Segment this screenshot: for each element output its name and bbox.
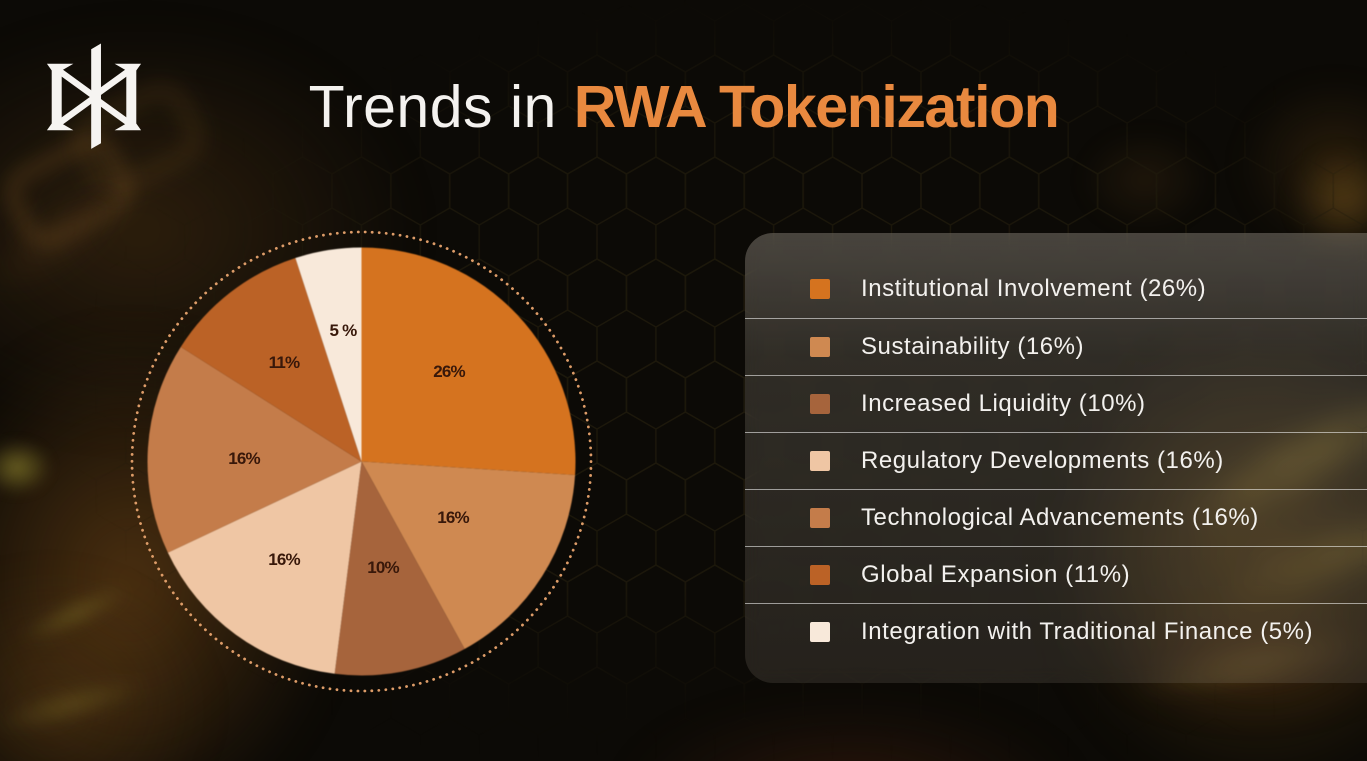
svg-text:26%: 26%: [433, 362, 465, 381]
svg-text:5 %: 5 %: [330, 321, 358, 340]
svg-text:16%: 16%: [268, 550, 300, 569]
svg-text:16%: 16%: [228, 449, 260, 468]
svg-text:11%: 11%: [269, 353, 300, 372]
svg-text:16%: 16%: [437, 508, 469, 527]
svg-text:10%: 10%: [367, 558, 399, 577]
